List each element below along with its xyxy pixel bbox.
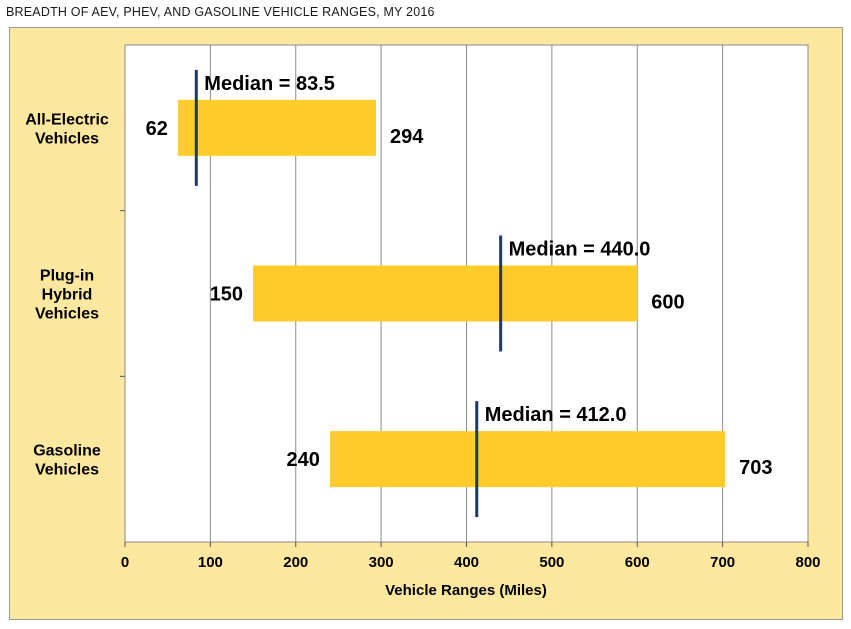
y-category-label-line: All-Electric <box>25 111 109 128</box>
range-chart: 0 100 200 300 400 500 600 700 800 Median = 83.5 6… <box>25 44 821 599</box>
x-tick-label: 200 <box>283 554 308 571</box>
axes: 0 100 200 300 400 500 600 700 800 <box>120 210 821 571</box>
x-tick-label: 500 <box>539 554 564 571</box>
max-value-label: 294 <box>390 126 424 148</box>
range-bar <box>253 265 638 322</box>
max-value-label: 703 <box>739 457 772 479</box>
x-tick-label: 700 <box>710 554 735 571</box>
y-category-label-line: Vehicles <box>35 462 99 479</box>
max-value-label: 600 <box>651 292 684 314</box>
x-tick-label: 100 <box>198 554 223 571</box>
data-labels: Median = 83.5 62 294 All-Electric Vehicles Me… <box>25 73 772 479</box>
chart-title: BREADTH OF AEV, PHEV, AND GASOLINE VEHIC… <box>6 5 435 19</box>
y-category-label-line: Gasoline <box>33 443 101 460</box>
x-tick-label: 800 <box>795 554 820 571</box>
min-value-label: 62 <box>146 118 168 140</box>
y-category-label-line: Plug-in <box>40 268 94 285</box>
y-category-label: Plug-in Hybrid Vehicles <box>35 268 99 323</box>
x-tick-label: 300 <box>369 554 394 571</box>
median-markers <box>194 69 503 518</box>
range-bar <box>329 431 726 488</box>
min-value-label: 240 <box>287 449 320 471</box>
y-category-label-line: Vehicles <box>35 130 99 147</box>
y-category-label: Gasoline Vehicles <box>33 443 101 479</box>
x-tick-label: 600 <box>625 554 650 571</box>
median-label: Median = 83.5 <box>204 73 335 95</box>
range-bar <box>177 99 377 156</box>
range-bars <box>177 99 726 488</box>
x-axis-title: Vehicle Ranges (Miles) <box>385 582 547 599</box>
chart-frame: 0 100 200 300 400 500 600 700 800 Median = 83.5 6… <box>9 27 843 620</box>
y-category-label-line: Hybrid <box>42 287 93 304</box>
median-label: Median = 412.0 <box>485 404 627 426</box>
y-category-label: All-Electric Vehicles <box>25 111 109 147</box>
min-value-label: 150 <box>210 284 243 306</box>
median-label: Median = 440.0 <box>509 239 651 261</box>
x-tick-label: 0 <box>121 554 129 571</box>
x-tick-label: 400 <box>454 554 479 571</box>
y-category-label-line: Vehicles <box>35 306 99 323</box>
